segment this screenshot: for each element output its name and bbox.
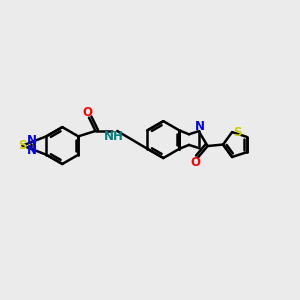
Text: O: O	[82, 106, 92, 119]
Text: N: N	[27, 134, 37, 147]
Text: O: O	[191, 156, 201, 169]
Text: S: S	[233, 126, 242, 139]
Text: NH: NH	[103, 130, 123, 143]
Text: N: N	[27, 144, 37, 158]
Text: S: S	[18, 139, 27, 152]
Text: N: N	[195, 120, 205, 133]
